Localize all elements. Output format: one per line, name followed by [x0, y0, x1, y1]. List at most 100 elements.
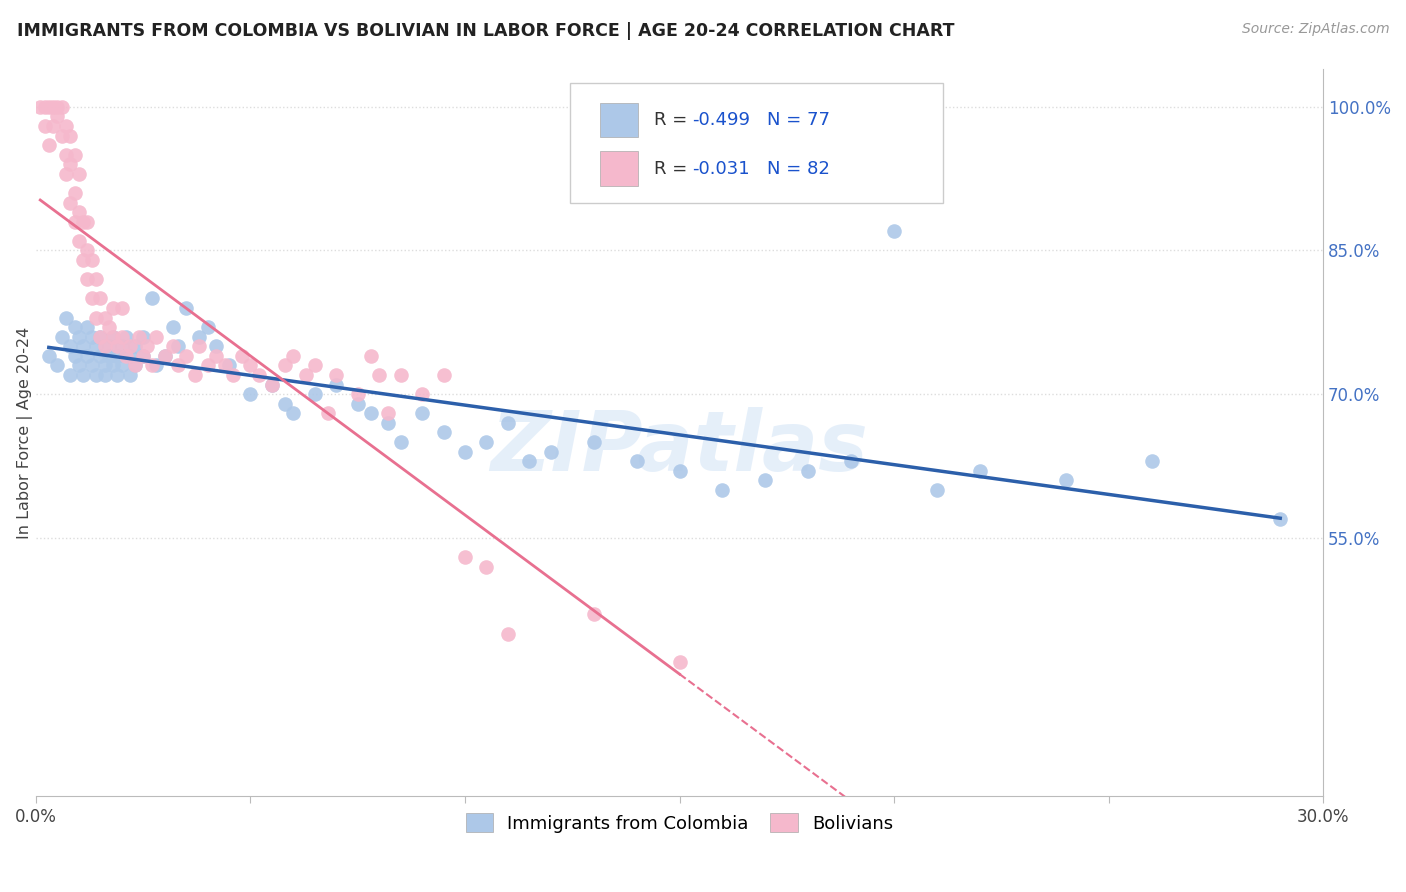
FancyBboxPatch shape	[600, 103, 638, 137]
Text: R =: R =	[654, 160, 693, 178]
Point	[239, 359, 262, 373]
Point	[72, 368, 94, 382]
Point	[214, 359, 236, 373]
Point	[316, 406, 339, 420]
Point	[283, 349, 305, 363]
Point	[582, 435, 605, 450]
Point	[55, 167, 77, 181]
Point	[377, 416, 399, 430]
Point	[59, 368, 82, 382]
Point	[205, 339, 228, 353]
Point	[188, 339, 211, 353]
Point	[389, 435, 412, 450]
Point	[239, 387, 262, 401]
Point	[377, 406, 399, 420]
Point	[197, 359, 219, 373]
Point	[475, 559, 498, 574]
Point	[540, 444, 562, 458]
Point	[55, 310, 77, 325]
Point	[93, 359, 115, 373]
Point	[34, 119, 56, 133]
Point	[59, 339, 82, 353]
Point	[141, 292, 163, 306]
Point	[38, 349, 60, 363]
Point	[63, 215, 86, 229]
Point	[101, 329, 124, 343]
Point	[115, 349, 138, 363]
Point	[496, 626, 519, 640]
Point	[38, 138, 60, 153]
Point	[101, 329, 124, 343]
Text: Source: ZipAtlas.com: Source: ZipAtlas.com	[1241, 22, 1389, 37]
Point	[166, 339, 188, 353]
Point	[132, 329, 155, 343]
Point	[136, 339, 159, 353]
Point	[107, 349, 129, 363]
Point	[153, 349, 176, 363]
Point	[145, 329, 167, 343]
Point	[89, 292, 111, 306]
Point	[797, 464, 820, 478]
Point	[80, 292, 103, 306]
Point	[97, 339, 120, 353]
Point	[582, 607, 605, 622]
Point	[1140, 454, 1163, 468]
Point	[111, 301, 134, 315]
Text: ZIPatlas: ZIPatlas	[491, 407, 869, 488]
Point	[969, 464, 991, 478]
Point	[120, 349, 142, 363]
Point	[247, 368, 270, 382]
Point	[222, 368, 245, 382]
Point	[111, 359, 134, 373]
Point	[63, 320, 86, 334]
Point	[274, 359, 297, 373]
Point	[839, 454, 862, 468]
Point	[283, 406, 305, 420]
Point	[711, 483, 734, 497]
Point	[97, 320, 120, 334]
Point	[368, 368, 391, 382]
Point	[84, 310, 107, 325]
Point	[89, 329, 111, 343]
Point	[63, 147, 86, 161]
Point	[626, 454, 648, 468]
Point	[76, 320, 98, 334]
Point	[325, 368, 347, 382]
Point	[668, 656, 690, 670]
Point	[42, 100, 65, 114]
Point	[51, 100, 73, 114]
Point	[84, 368, 107, 382]
Point	[51, 329, 73, 343]
Point	[80, 359, 103, 373]
Point	[89, 329, 111, 343]
Point	[55, 119, 77, 133]
Text: N = 77: N = 77	[768, 111, 830, 129]
Point	[145, 359, 167, 373]
Point	[107, 339, 129, 353]
Point	[115, 329, 138, 343]
Point	[51, 128, 73, 143]
Point	[475, 435, 498, 450]
Point	[34, 100, 56, 114]
FancyBboxPatch shape	[600, 151, 638, 186]
Point	[59, 157, 82, 171]
Point	[72, 339, 94, 353]
Point	[97, 349, 120, 363]
Point	[124, 359, 146, 373]
Point	[1054, 474, 1077, 488]
Point	[76, 349, 98, 363]
Point	[260, 377, 283, 392]
Point	[93, 368, 115, 382]
Point	[183, 368, 205, 382]
Point	[76, 244, 98, 258]
Point	[76, 215, 98, 229]
Point	[132, 349, 155, 363]
Point	[55, 147, 77, 161]
Point	[411, 387, 433, 401]
Point	[107, 368, 129, 382]
Point	[63, 349, 86, 363]
Point	[67, 234, 90, 248]
Point	[76, 272, 98, 286]
Point	[84, 339, 107, 353]
Point	[46, 359, 69, 373]
